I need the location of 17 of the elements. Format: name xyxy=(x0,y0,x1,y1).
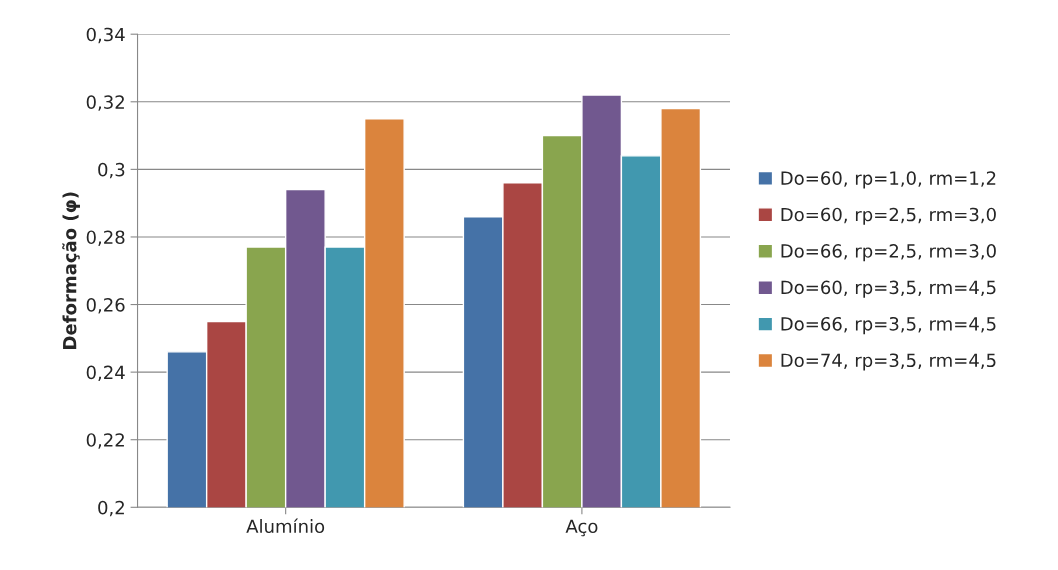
legend-label: Do=66, rp=2,5, rm=3,0 xyxy=(781,244,996,262)
legend-label: Do=60, rp=3,5, rm=4,5 xyxy=(781,280,996,298)
x-tick-label: Alumínio xyxy=(246,518,325,534)
y-tick-label: 0,26 xyxy=(86,298,125,314)
y-tick-label: 0,3 xyxy=(98,162,125,179)
y-tick-label: 0,24 xyxy=(86,365,125,382)
legend-label: Do=74, rp=3,5, rm=4,5 xyxy=(781,353,996,371)
y-tick-label: 0,28 xyxy=(86,230,125,246)
y-tick-label: 0,22 xyxy=(86,433,124,449)
legend-label: Do=60, rp=2,5, rm=3,0 xyxy=(781,207,996,225)
y-tick-label: 0,2 xyxy=(98,500,124,517)
y-tick-label: 0,32 xyxy=(86,95,124,111)
y-tick-label: 0,34 xyxy=(86,27,125,44)
legend-label: Do=60, rp=1,0, rm=1,2 xyxy=(781,171,996,189)
x-tick-label: Aço xyxy=(565,519,598,537)
y-axis-title: Deformação (φ) xyxy=(62,192,80,349)
legend-label: Do=66, rp=3,5, rm=4,5 xyxy=(781,316,996,335)
